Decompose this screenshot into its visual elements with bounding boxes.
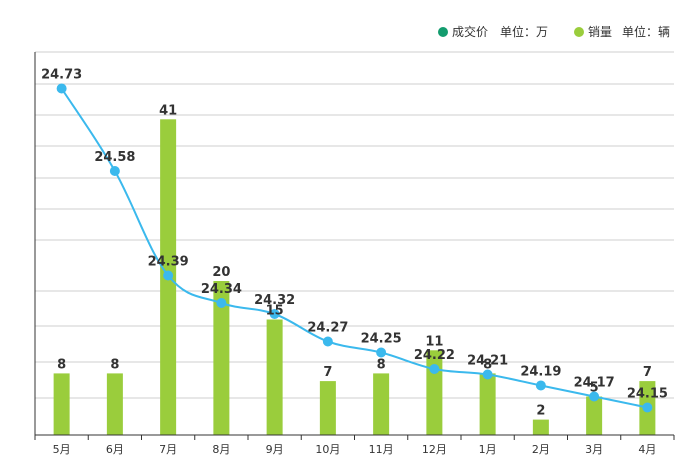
volume-data-label: 5 (590, 381, 599, 396)
volume-bar (266, 319, 283, 435)
volume-data-label: 7 (323, 365, 332, 380)
x-tick-label: 7月 (159, 443, 177, 456)
price-point (269, 309, 280, 319)
volume-data-label: 8 (110, 357, 119, 372)
volume-bar (319, 381, 336, 435)
price-data-label: 24.32 (254, 293, 295, 308)
x-tick-label: 5月 (53, 443, 71, 456)
legend[interactable]: 成交价 单位：万 销量 单位：辆 (438, 24, 670, 39)
price-data-label: 24.25 (361, 332, 402, 347)
volume-bar (373, 373, 390, 435)
volume-data-label: 2 (536, 404, 545, 419)
volume-data-label: 15 (266, 304, 284, 319)
volume-data-label: 41 (159, 103, 177, 118)
price-data-label: 24.21 (467, 354, 508, 369)
price-point (56, 83, 67, 94)
volume-bar (586, 396, 603, 435)
x-tick-label: 11月 (369, 443, 394, 456)
price-data-label: 24.19 (520, 365, 561, 380)
price-point (429, 364, 440, 374)
volume-data-label: 8 (377, 357, 386, 372)
x-tick-label: 12月 (422, 443, 447, 456)
price-point (163, 270, 174, 281)
legend-price-marker (438, 27, 448, 37)
price-data-label: 24.17 (574, 376, 615, 391)
x-tick-label: 10月 (315, 443, 340, 456)
legend-volume-marker (574, 27, 584, 37)
data-labels: 8 8 41 20 15 7 8 11 8 2 5 7 24.73 24.58 24.39 24.34 24.3… (41, 68, 668, 419)
price-data-label: 24.34 (201, 282, 242, 297)
x-tick-label: 4月 (638, 443, 656, 456)
price-data-label: 24.22 (414, 348, 455, 363)
price-data-label: 24.58 (94, 150, 135, 165)
legend-price-unit: 单位：万 (500, 24, 548, 39)
axes: 5月 6月 7月 8月 9月 10月 11月 12月 1月 2月 3月 4月 (34, 52, 675, 456)
volume-data-label: 8 (483, 357, 492, 372)
volume-bar (213, 281, 230, 435)
legend-volume-name: 销量 (588, 25, 612, 39)
volume-data-label: 7 (643, 365, 652, 380)
x-tick-label: 6月 (106, 443, 124, 456)
volume-bar (53, 373, 70, 435)
volume-bar (532, 419, 549, 435)
price-data-label: 24.27 (307, 321, 348, 336)
legend-price-name: 成交价 (452, 24, 488, 39)
price-data-label: 24.15 (627, 387, 668, 402)
price-line (56, 83, 653, 413)
bars (53, 119, 656, 436)
price-data-label: 24.39 (148, 255, 189, 270)
legend-volume-unit: 单位：辆 (622, 24, 670, 39)
grid (35, 51, 674, 399)
x-tick-label: 3月 (585, 443, 603, 456)
price-line-path (60, 87, 648, 409)
volume-data-label: 20 (212, 265, 230, 280)
price-point (589, 391, 600, 402)
x-tick-label: 1月 (479, 443, 497, 456)
price-point (376, 347, 387, 358)
x-tick-label: 2月 (532, 443, 550, 456)
volume-data-label: 8 (57, 357, 66, 372)
volume-bar (426, 350, 443, 435)
price-point (482, 369, 493, 380)
price-point (535, 380, 546, 391)
price-point (322, 336, 333, 347)
volume-bar (479, 373, 496, 435)
x-tick-label: 9月 (266, 443, 284, 456)
volume-bar (106, 373, 123, 435)
x-tick-label: 8月 (212, 443, 230, 456)
volume-data-label: 11 (425, 334, 443, 349)
price-point (642, 402, 653, 413)
price-point (216, 298, 227, 308)
price-data-label: 24.73 (41, 68, 82, 83)
price-point (109, 166, 120, 176)
